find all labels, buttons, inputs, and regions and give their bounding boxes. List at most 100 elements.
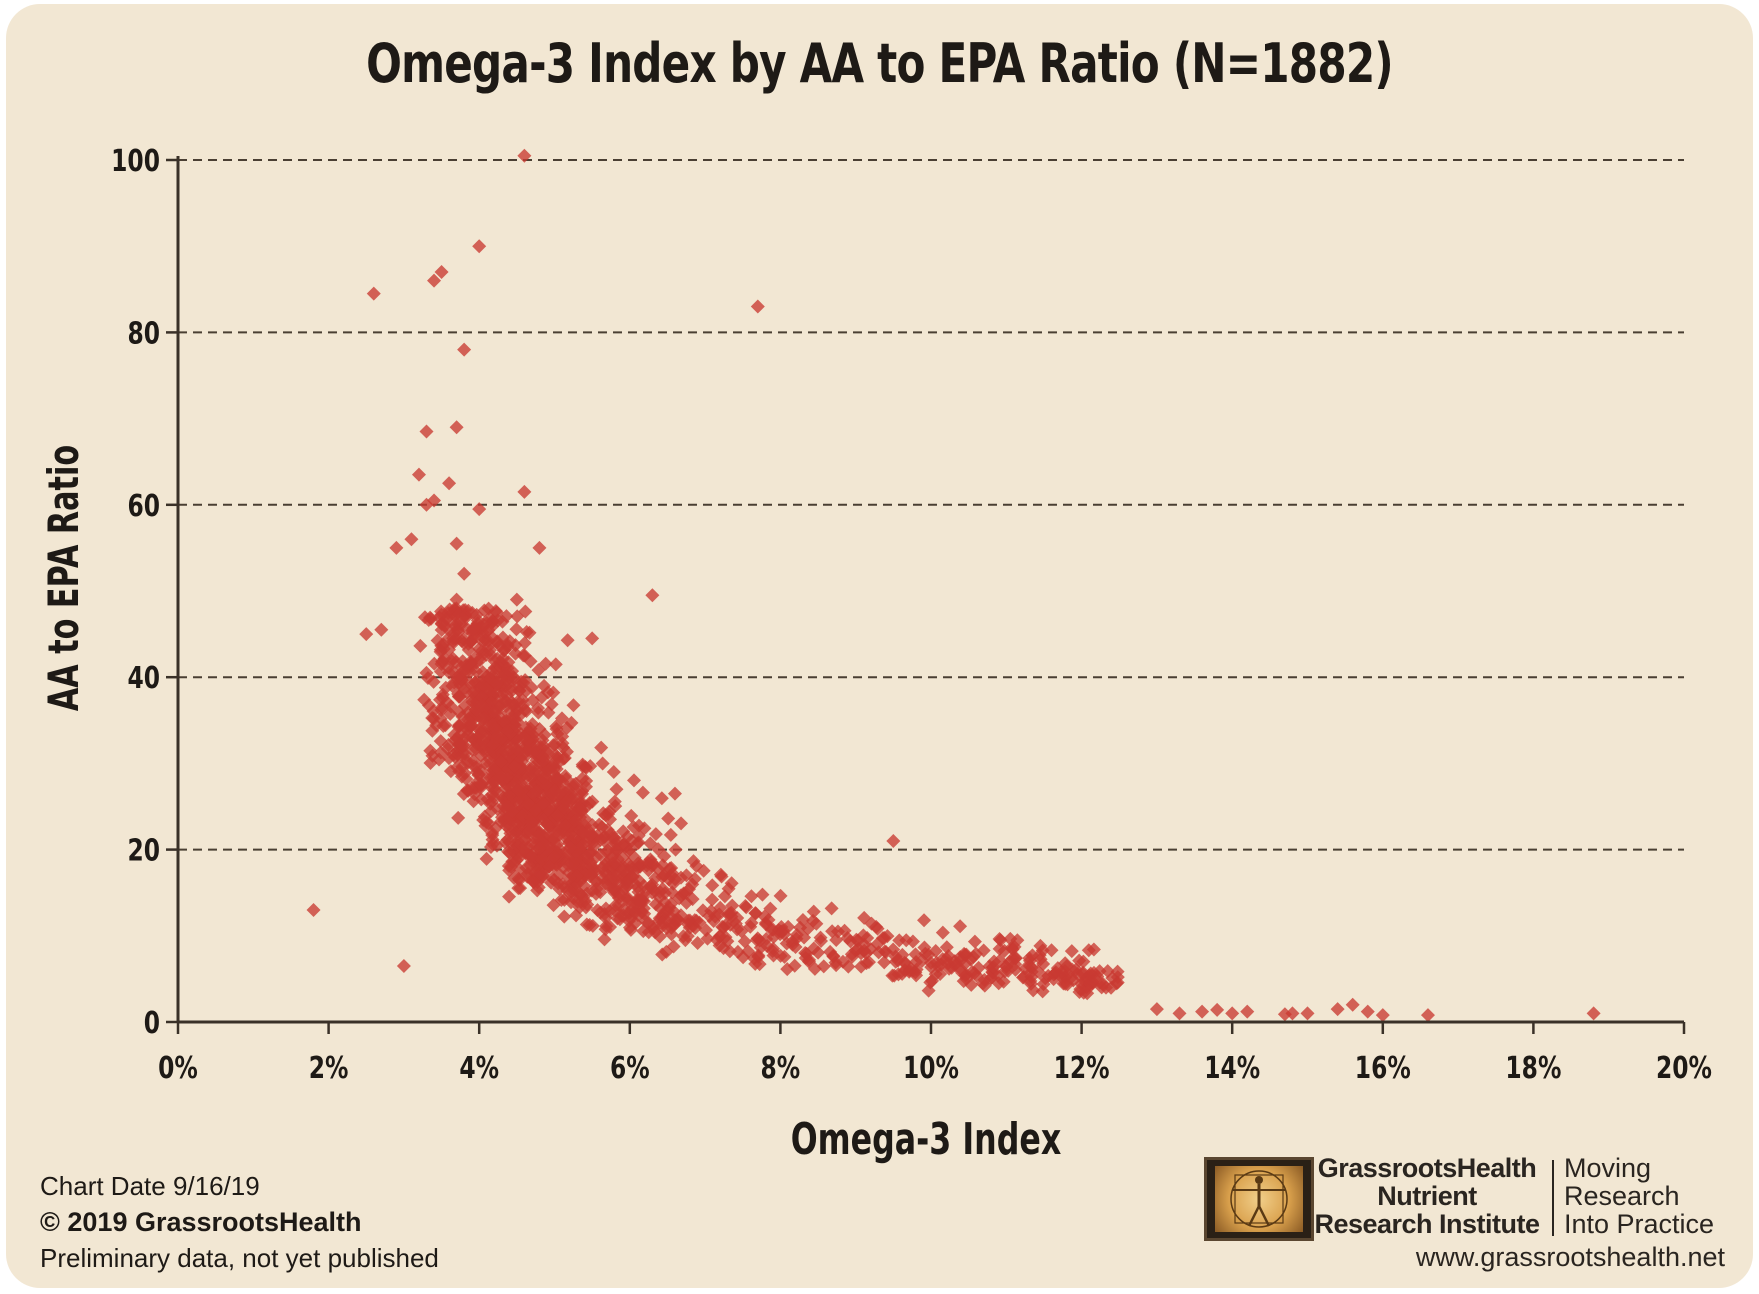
- data-point: [536, 770, 551, 785]
- data-point: [546, 738, 561, 753]
- data-point: [921, 983, 936, 998]
- data-point: [1225, 1006, 1240, 1021]
- data-point: [500, 798, 515, 813]
- data-point: [991, 976, 1006, 991]
- data-point: [939, 940, 954, 955]
- data-point: [1024, 976, 1039, 991]
- y-tick-label: 80: [127, 317, 160, 352]
- x-tick-label: 18%: [1505, 1051, 1561, 1086]
- x-axis-label: Omega-3 Index: [791, 1114, 1062, 1166]
- data-point: [668, 842, 683, 857]
- data-point: [992, 932, 1007, 947]
- copyright: © 2019 GrassrootsHealth: [40, 1207, 362, 1237]
- data-point: [433, 644, 448, 659]
- data-point: [744, 889, 759, 904]
- data-point: [502, 889, 517, 904]
- data-point: [389, 540, 404, 555]
- data-point: [451, 810, 466, 825]
- x-tick-label: 0%: [158, 1051, 198, 1086]
- data-point: [626, 820, 641, 835]
- data-point: [419, 424, 434, 439]
- data-point: [700, 931, 715, 946]
- data-point: [554, 892, 569, 907]
- x-tick-label: 8%: [761, 1051, 801, 1086]
- data-point: [479, 851, 494, 866]
- data-point: [728, 916, 743, 931]
- data-point: [713, 867, 728, 882]
- y-tick-label: 100: [111, 144, 160, 179]
- data-point: [472, 239, 487, 254]
- data-point: [645, 588, 660, 603]
- data-point: [1149, 1002, 1164, 1017]
- data-point: [935, 925, 950, 940]
- data-point: [830, 924, 845, 939]
- data-point: [654, 791, 669, 806]
- data-point: [652, 929, 667, 944]
- data-point: [891, 953, 906, 968]
- data-point: [1076, 954, 1091, 969]
- tagline: Moving Research Into Practice: [1564, 1153, 1715, 1239]
- gridlines: [178, 159, 1684, 851]
- data-point: [475, 647, 490, 662]
- data-point: [788, 940, 803, 955]
- data-point: [469, 664, 484, 679]
- x-tick-label: 10%: [903, 1051, 959, 1086]
- data-point: [426, 711, 441, 726]
- data-point: [421, 613, 436, 628]
- y-tick-label: 60: [127, 489, 160, 524]
- x-tick-label: 20%: [1656, 1051, 1712, 1086]
- data-point: [374, 622, 389, 637]
- data-point: [423, 755, 438, 770]
- data-point: [542, 859, 557, 874]
- data-point: [986, 960, 1001, 975]
- data-point: [413, 638, 428, 653]
- data-point: [1054, 965, 1069, 980]
- data-point: [621, 894, 636, 909]
- y-axis-label: AA to EPA Ratio: [39, 445, 88, 711]
- website-link[interactable]: www.grassrootshealth.net: [1415, 1242, 1725, 1272]
- data-point: [759, 931, 774, 946]
- data-point: [664, 896, 679, 911]
- data-point: [442, 476, 457, 491]
- data-point: [541, 705, 556, 720]
- data-point: [597, 932, 612, 947]
- data-point: [692, 915, 707, 930]
- data-point: [644, 854, 659, 869]
- data-point: [490, 613, 505, 628]
- data-point: [306, 902, 321, 917]
- data-point: [549, 719, 564, 734]
- data-point: [849, 932, 864, 947]
- data-point: [857, 910, 872, 925]
- data-point: [449, 420, 464, 435]
- data-point: [653, 900, 668, 915]
- data-point: [404, 532, 419, 547]
- data-point: [430, 633, 445, 648]
- data-point: [490, 634, 505, 649]
- data-point: [517, 636, 532, 651]
- footer-info: Chart Date 9/16/19 © 2019 GrassrootsHeal…: [40, 1168, 439, 1276]
- data-point: [620, 874, 635, 889]
- data-point: [425, 723, 440, 738]
- data-point: [396, 958, 411, 973]
- y-tick-label: 20: [127, 834, 160, 869]
- data-point: [663, 827, 678, 842]
- data-point: [616, 908, 631, 923]
- data-point: [509, 592, 524, 607]
- data-point: [667, 786, 682, 801]
- data-point: [607, 830, 622, 845]
- data-point: [420, 671, 435, 686]
- data-point: [1038, 971, 1053, 986]
- data-point: [510, 609, 525, 624]
- data-point: [1035, 984, 1050, 999]
- data-point: [532, 540, 547, 555]
- data-point: [509, 622, 524, 637]
- data-point: [511, 772, 526, 787]
- data-point: [606, 764, 621, 779]
- data-point: [661, 811, 676, 826]
- data-point: [685, 877, 700, 892]
- data-point: [870, 921, 885, 936]
- data-point: [1003, 931, 1018, 946]
- data-point: [824, 901, 839, 916]
- x-tick-label: 4%: [459, 1051, 499, 1086]
- data-point: [445, 651, 460, 666]
